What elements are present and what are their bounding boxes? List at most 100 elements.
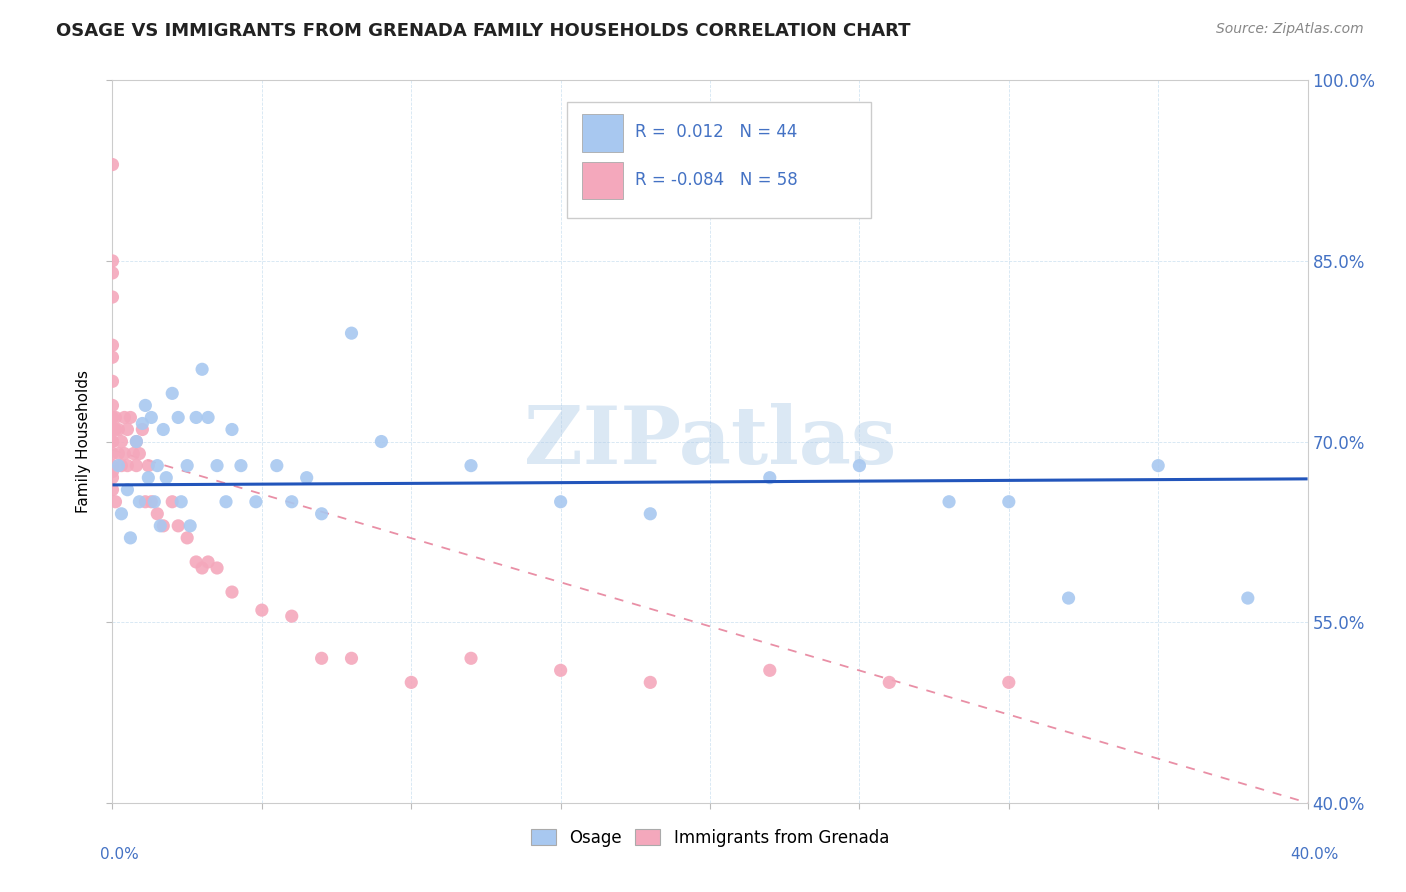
Text: ZIPatlas: ZIPatlas	[524, 402, 896, 481]
Point	[143, 494, 166, 508]
Point	[101, 253, 124, 268]
Point	[104, 422, 127, 436]
FancyBboxPatch shape	[582, 114, 623, 152]
Point	[281, 494, 304, 508]
Point	[759, 470, 782, 484]
Point	[101, 398, 124, 412]
Point	[176, 531, 198, 545]
Point	[640, 507, 662, 521]
Point	[250, 603, 273, 617]
Point	[141, 410, 163, 425]
Point	[117, 483, 139, 497]
Point	[101, 483, 124, 497]
Point	[125, 434, 148, 449]
Point	[167, 410, 190, 425]
Point	[101, 290, 124, 304]
Point	[460, 458, 482, 473]
Point	[149, 518, 172, 533]
Point	[205, 561, 228, 575]
Point	[186, 410, 208, 425]
Point	[197, 555, 219, 569]
Point	[311, 651, 333, 665]
Point	[1237, 591, 1260, 606]
Text: 40.0%: 40.0%	[1291, 847, 1339, 862]
Point	[152, 422, 174, 436]
Point	[998, 675, 1021, 690]
Point	[107, 458, 129, 473]
Text: R = -0.084   N = 58: R = -0.084 N = 58	[634, 171, 797, 189]
Point	[101, 157, 124, 171]
Point	[640, 675, 662, 690]
Point	[460, 651, 482, 665]
Point	[191, 561, 214, 575]
Point	[152, 518, 174, 533]
Point	[162, 386, 183, 401]
Point	[128, 494, 150, 508]
Point	[281, 609, 304, 624]
Point	[340, 326, 363, 340]
Point	[266, 458, 288, 473]
Point	[146, 507, 169, 521]
Point	[167, 518, 190, 533]
Point	[879, 675, 901, 690]
Point	[162, 494, 183, 508]
Point	[134, 494, 156, 508]
Point	[550, 664, 572, 678]
Point	[340, 651, 363, 665]
Point	[998, 494, 1021, 508]
Point	[938, 494, 960, 508]
Point	[125, 458, 148, 473]
Point	[759, 664, 782, 678]
Point	[120, 410, 142, 425]
Point	[155, 470, 177, 484]
Point	[205, 458, 228, 473]
Point	[134, 398, 156, 412]
Y-axis label: Family Households: Family Households	[76, 370, 91, 513]
Point	[101, 470, 124, 484]
Point	[197, 410, 219, 425]
Point	[245, 494, 267, 508]
Point	[125, 434, 148, 449]
Point	[295, 470, 318, 484]
Point	[138, 458, 160, 473]
Point	[114, 446, 135, 460]
Point	[101, 410, 124, 425]
Point	[131, 417, 153, 431]
Point	[101, 338, 124, 352]
Point	[221, 422, 243, 436]
Point	[104, 494, 127, 508]
Point	[401, 675, 423, 690]
Point	[107, 446, 129, 460]
Point	[311, 507, 333, 521]
Point	[117, 422, 139, 436]
Point	[170, 494, 193, 508]
Text: Source: ZipAtlas.com: Source: ZipAtlas.com	[1216, 22, 1364, 37]
Point	[191, 362, 214, 376]
Point	[101, 434, 124, 449]
Point	[101, 446, 124, 460]
Point	[110, 507, 132, 521]
Point	[128, 446, 150, 460]
Point	[848, 458, 870, 473]
Point	[110, 458, 132, 473]
Point	[179, 518, 201, 533]
Point	[110, 434, 132, 449]
Point	[114, 410, 135, 425]
Point	[107, 422, 129, 436]
Point	[550, 494, 572, 508]
Point	[101, 350, 124, 364]
Text: R =  0.012   N = 44: R = 0.012 N = 44	[634, 123, 797, 141]
Point	[101, 465, 124, 479]
Point	[229, 458, 252, 473]
Point	[221, 585, 243, 599]
Point	[101, 266, 124, 280]
Point	[101, 458, 124, 473]
Point	[370, 434, 392, 449]
Point	[101, 374, 124, 388]
Point	[101, 422, 124, 436]
Point	[186, 555, 208, 569]
Point	[122, 446, 145, 460]
Text: 0.0%: 0.0%	[100, 847, 139, 862]
Point	[117, 458, 139, 473]
Point	[176, 458, 198, 473]
